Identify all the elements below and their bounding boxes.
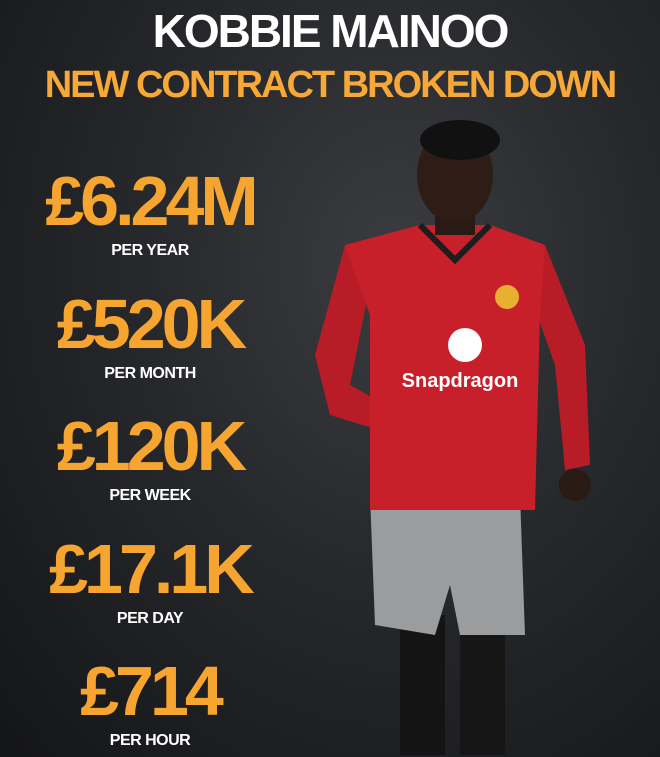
stat-per-day: £17.1K PER DAY (0, 533, 300, 633)
player-leg (460, 615, 505, 755)
player-arm (315, 245, 395, 435)
sponsor-logo-icon (448, 328, 482, 362)
player-hand (559, 469, 591, 501)
club-crest-icon (495, 285, 519, 309)
stat-per-month: £520K PER MONTH (0, 288, 300, 388)
player-shirt (345, 225, 545, 510)
stat-label: PER DAY (116, 610, 184, 627)
stat-per-week: £120K PER WEEK (0, 410, 300, 510)
player-photo: Snapdragon (315, 120, 591, 755)
player-hair (420, 120, 500, 160)
stat-label: PER YEAR (111, 242, 189, 259)
stat-value: £120K (56, 407, 247, 485)
stat-value: £714 (80, 652, 224, 730)
headline-subtitle: NEW CONTRACT BROKEN DOWN (44, 64, 618, 106)
shirt-sponsor: Snapdragon (402, 370, 519, 392)
headline-player-name: KOBBIE MAINOO (152, 5, 510, 57)
stat-value: £520K (56, 285, 247, 363)
player-shorts (370, 495, 525, 635)
stat-value: £17.1K (49, 530, 255, 608)
stat-value: £6.24M (45, 162, 258, 240)
stat-label: PER WEEK (109, 487, 191, 504)
player-leg (400, 615, 445, 755)
stat-per-year: £6.24M PER YEAR (0, 165, 300, 265)
player-arm (530, 245, 590, 470)
stat-per-hour: £714 PER HOUR (0, 655, 300, 755)
stat-label: PER HOUR (109, 732, 191, 749)
stat-label: PER MONTH (104, 365, 196, 382)
